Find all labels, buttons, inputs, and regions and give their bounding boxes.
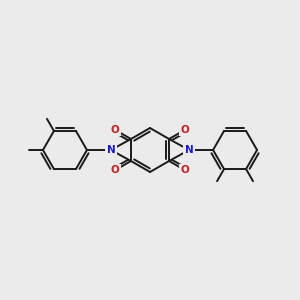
Text: N: N bbox=[106, 145, 115, 155]
Text: O: O bbox=[180, 165, 189, 175]
Text: O: O bbox=[180, 125, 189, 135]
Text: O: O bbox=[111, 165, 120, 175]
Text: N: N bbox=[185, 145, 194, 155]
Text: O: O bbox=[111, 125, 120, 135]
